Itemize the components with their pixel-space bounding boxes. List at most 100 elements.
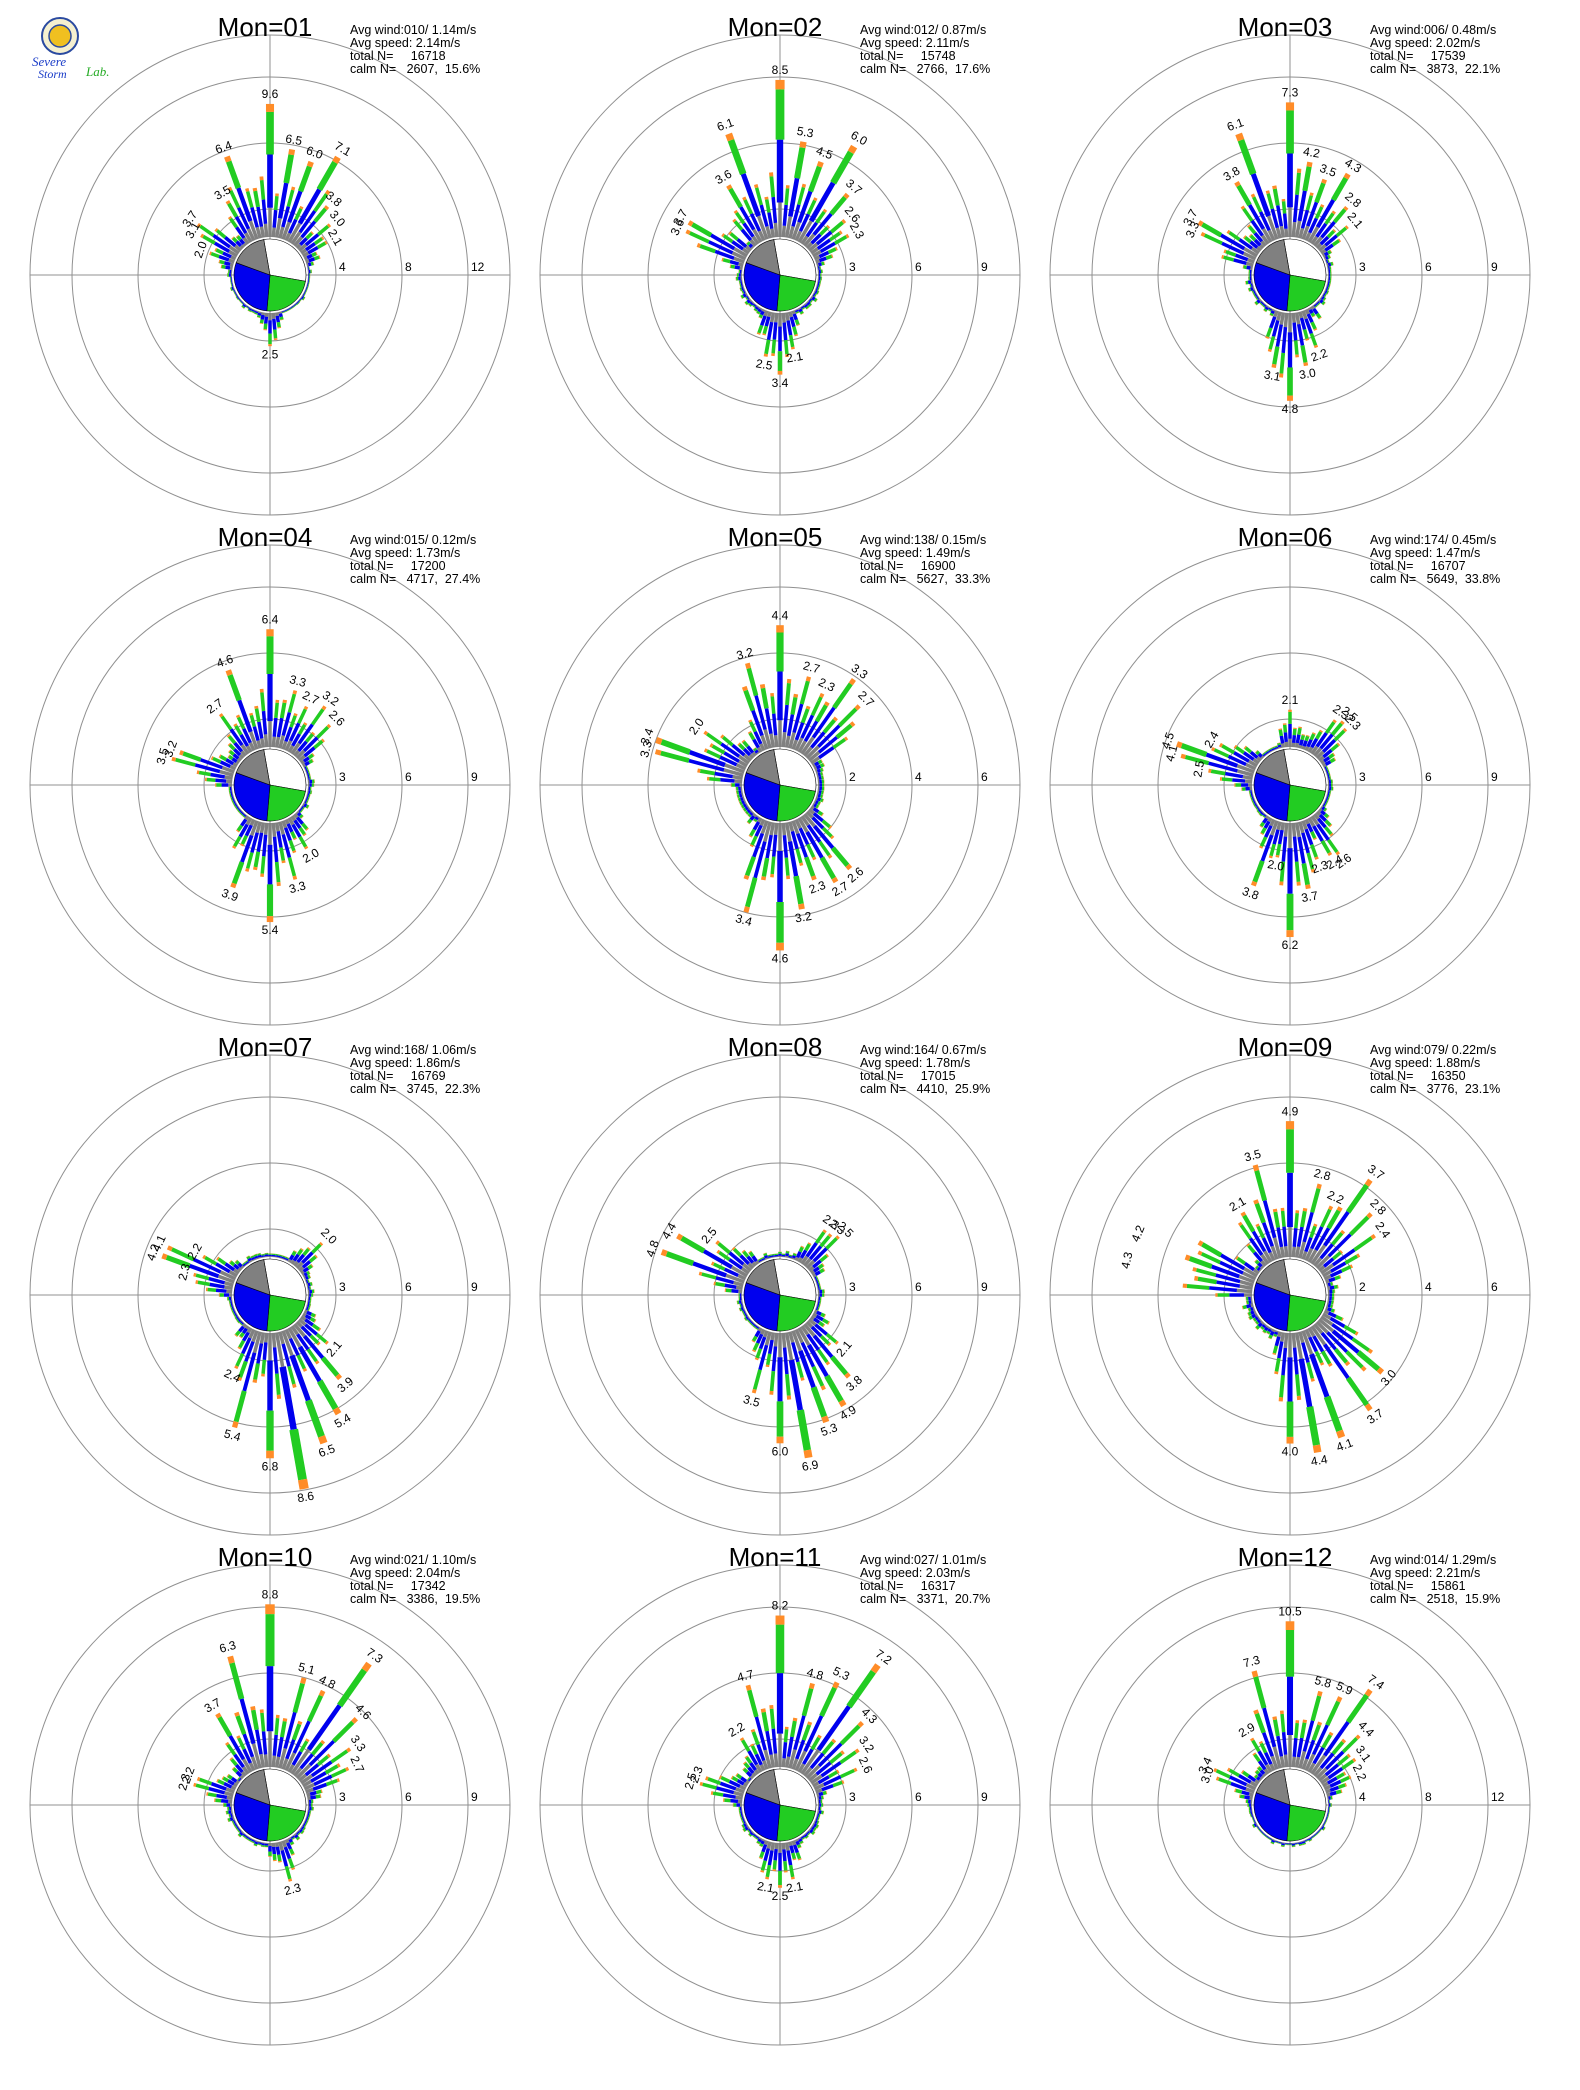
logo-text-lab: Lab. — [85, 64, 109, 79]
bar-segment-green — [801, 1687, 814, 1717]
bar-segment-gray — [271, 822, 277, 837]
bar-segment-blue — [1269, 1330, 1275, 1336]
bar-segment-gray — [240, 744, 250, 755]
bar-segment-blue — [1257, 808, 1262, 813]
bar-segment-gray — [749, 239, 757, 248]
bar-segment-gray — [805, 745, 820, 760]
bar-segment-green — [1272, 346, 1280, 365]
bar-segment-orange — [314, 1360, 320, 1365]
bar-segment-blue — [1283, 732, 1288, 743]
bar-segment-green — [1349, 1215, 1370, 1236]
bar-segment-gray — [1259, 244, 1265, 250]
bar-value-label: 4.4 — [1310, 1452, 1329, 1469]
bar-segment-orange — [193, 1272, 197, 1277]
bar-segment-green — [1255, 1265, 1259, 1270]
bar-segment-green — [1223, 255, 1235, 262]
bar-segment-green — [771, 339, 777, 354]
bar-value-label: 2.2 — [1350, 1762, 1370, 1783]
bar-segment-green — [1309, 733, 1316, 741]
bar-segment-orange — [735, 1773, 739, 1777]
ring-label: 3 — [1359, 260, 1366, 274]
bar-segment-green — [1252, 196, 1263, 213]
bar-segment-blue — [235, 1763, 244, 1774]
stats-total: total N= 16718 — [350, 49, 446, 63]
bar-segment-gray — [239, 1318, 243, 1322]
bar-segment-gray — [224, 1281, 234, 1287]
bar-segment-blue — [749, 814, 756, 821]
bar-segment-blue — [1281, 1731, 1288, 1755]
bar-segment-blue — [1264, 824, 1273, 838]
bar-value-label: 2.2 — [184, 1240, 205, 1262]
bar-segment-green — [745, 1756, 753, 1765]
bar-segment-gray — [1310, 815, 1320, 826]
bar-segment-green — [794, 319, 800, 326]
bar-segment-blue — [234, 215, 248, 234]
bar-segment-green — [770, 856, 776, 875]
bar-segment-gray — [791, 1840, 797, 1846]
bar-segment-gray — [281, 740, 288, 750]
bar-value-label: 6.5 — [316, 1441, 337, 1460]
bar-segment-gray — [1291, 1332, 1297, 1348]
bar-segment-green — [332, 1720, 355, 1743]
bar-segment-green — [747, 813, 752, 818]
bar-segment-blue — [812, 1247, 828, 1263]
bar-segment-gray — [797, 1257, 803, 1263]
bar-segment-gray — [274, 1332, 285, 1368]
bar-segment-blue — [782, 204, 788, 226]
bar-segment-gray — [1265, 1763, 1273, 1773]
bar-segment-green — [260, 856, 266, 874]
bar-segment-gray — [805, 300, 809, 304]
bar-segment-blue — [1323, 1210, 1350, 1247]
bar-segment-gray — [290, 1748, 311, 1775]
bar-segment-green — [239, 1322, 243, 1326]
bar-segment-gray — [271, 1755, 277, 1768]
bar-segment-gray — [756, 746, 763, 753]
bar-segment-gray — [797, 307, 802, 311]
bar-segment-orange — [805, 705, 811, 710]
bar-segment-gray — [1307, 1249, 1318, 1263]
bar-segment-blue — [1331, 1248, 1356, 1267]
bar-segment-gray — [1315, 810, 1322, 817]
bar-segment-blue — [1262, 1707, 1277, 1748]
bar-segment-green — [788, 1864, 795, 1878]
bar-segment-blue — [818, 250, 830, 259]
bar-segment-blue — [1312, 1335, 1325, 1353]
bar-segment-gray — [297, 1828, 302, 1832]
bar-value-label: 2.3 — [1310, 857, 1331, 876]
bar-segment-orange — [326, 1753, 331, 1758]
bar-segment-green — [816, 1348, 829, 1364]
bar-segment-green — [736, 1773, 743, 1780]
bar-segment-green — [1252, 860, 1265, 883]
bar-segment-blue — [1319, 1752, 1335, 1770]
ring-label: 3 — [849, 260, 856, 274]
bar-segment-orange — [716, 1249, 721, 1254]
bar-segment-orange — [1335, 851, 1340, 856]
bar-segment-green — [804, 1243, 811, 1252]
bar-value-label: 2.5 — [262, 347, 279, 361]
bar-segment-gray — [219, 769, 234, 777]
bar-segment-gray — [1275, 227, 1282, 239]
bar-segment-blue — [251, 1839, 256, 1843]
wind-rose-panel: 3 6 9 2.3 2.3 2.5 4.8 4.4 2.5 3.5 6.0 6.9 5.3 4.9 3.8 2… — [520, 1032, 1030, 1550]
bar-segment-gray — [755, 1763, 763, 1773]
bar-segment-gray — [815, 796, 819, 801]
bar-value-label: 2.3 — [687, 1764, 706, 1785]
bar-segment-orange — [1197, 1250, 1203, 1256]
bar-segment-green — [828, 1770, 838, 1779]
bar-segment-green — [718, 1251, 731, 1261]
bar-segment-blue — [740, 1306, 744, 1311]
bar-segment-green — [811, 1365, 825, 1387]
bar-segment-green — [1228, 231, 1241, 242]
bar-segment-gray — [794, 1750, 807, 1772]
bar-segment-gray — [1283, 1246, 1289, 1258]
bar-segment-orange — [225, 200, 231, 205]
bar-segment-orange — [743, 874, 750, 880]
bar-value-label: 5.8 — [1313, 1673, 1333, 1691]
ring-label: 6 — [405, 1790, 412, 1804]
bar-segment-blue — [288, 1254, 295, 1261]
bar-segment-blue — [1304, 828, 1314, 846]
stats-avg-speed: Avg speed: 1.88m/s — [1370, 1056, 1481, 1070]
bar-segment-orange — [303, 705, 309, 710]
bar-segment-gray — [1243, 247, 1258, 258]
bar-segment-green — [816, 290, 820, 295]
